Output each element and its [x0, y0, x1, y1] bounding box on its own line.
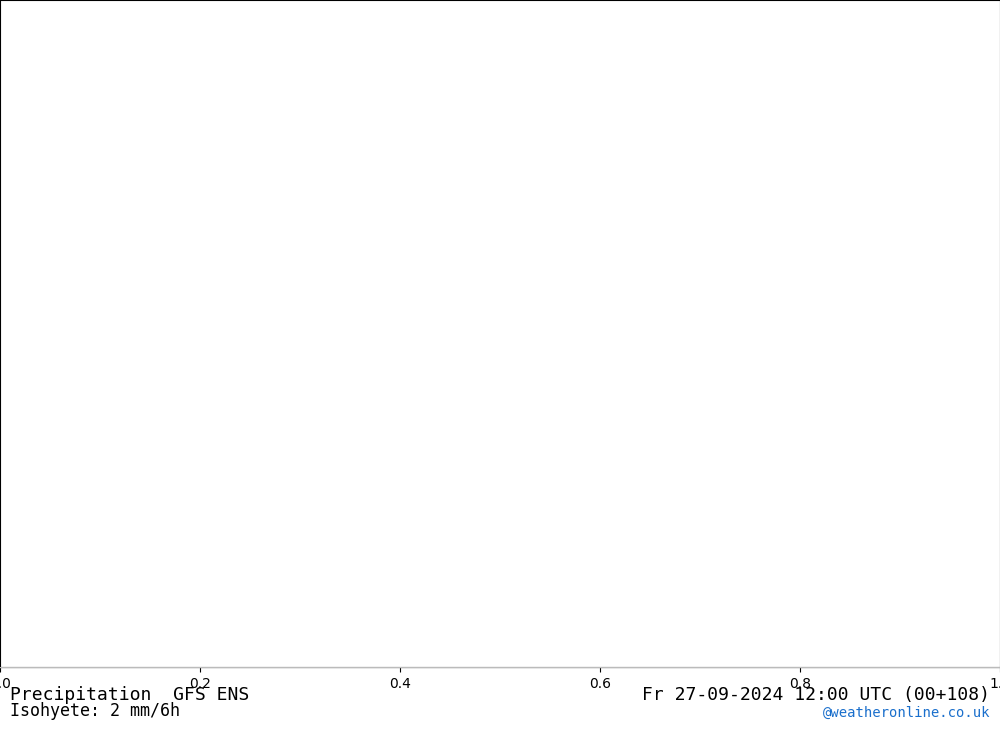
- Text: Fr 27-09-2024 12:00 UTC (00+108): Fr 27-09-2024 12:00 UTC (00+108): [642, 685, 990, 704]
- Text: Isohyete: 2 mm/6h: Isohyete: 2 mm/6h: [10, 701, 180, 720]
- Text: @weatheronline.co.uk: @weatheronline.co.uk: [822, 706, 990, 720]
- Text: Precipitation  GFS ENS: Precipitation GFS ENS: [10, 685, 249, 704]
